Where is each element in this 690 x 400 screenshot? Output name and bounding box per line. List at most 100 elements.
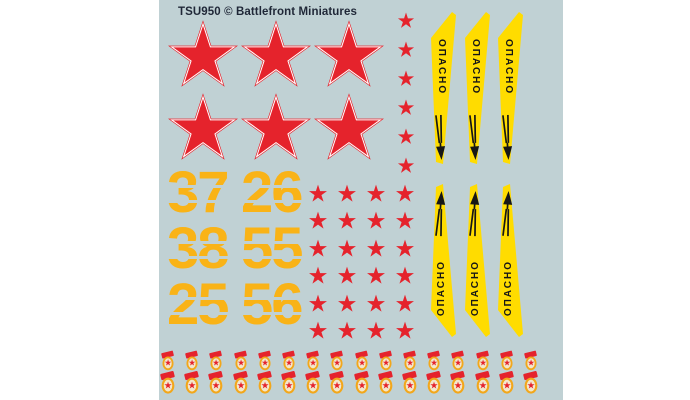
badge-star-icon: ★ (260, 379, 270, 390)
opasno-label: ОПАСНО (436, 39, 447, 96)
small-red-star-icon (308, 321, 328, 346)
guards-badge: ★ (233, 350, 247, 371)
sheet-title: TSU950 © Battlefront Miniatures (178, 6, 357, 18)
badge-wreath: ★ (331, 356, 343, 371)
guards-badge: ★ (160, 370, 176, 394)
badge-wreath: ★ (186, 356, 198, 371)
stencil-number: 37 (165, 164, 235, 222)
stencil-gap (239, 297, 309, 301)
small-red-star-icon (397, 99, 415, 122)
small-red-star-icon (308, 211, 328, 236)
badge-star-icon: ★ (478, 379, 487, 390)
badge-wreath: ★ (259, 356, 271, 371)
small-red-star-icon (308, 294, 328, 319)
guards-badge: ★ (402, 370, 418, 394)
small-red-star-icon (397, 128, 415, 151)
badge-star-icon: ★ (261, 357, 269, 368)
small-red-star-icon (395, 294, 415, 319)
guards-badge: ★ (403, 350, 417, 371)
badge-star-icon: ★ (164, 357, 172, 368)
guards-badge: ★ (426, 370, 442, 394)
small-red-star-icon (337, 294, 357, 319)
guards-badge: ★ (257, 350, 271, 371)
badge-wreath: ★ (210, 377, 223, 394)
large-red-star-icon (164, 18, 242, 101)
badge-wreath: ★ (162, 356, 174, 371)
badge-star-icon: ★ (454, 379, 463, 390)
badge-star-icon: ★ (188, 357, 196, 368)
badge-wreath: ★ (524, 377, 538, 394)
guards-badge: ★ (498, 370, 514, 394)
large-red-star-icon (237, 91, 315, 174)
badge-star-icon: ★ (163, 379, 173, 390)
badge-star-icon: ★ (527, 357, 535, 368)
danger-stripe-bottom: ОПАСНО (463, 184, 493, 340)
badge-star-icon: ★ (333, 379, 342, 390)
badge-star-icon: ★ (357, 357, 366, 368)
badge-wreath: ★ (428, 356, 440, 371)
guards-badge: ★ (377, 370, 393, 394)
small-red-star-icon (366, 321, 386, 346)
guards-badge: ★ (330, 350, 344, 371)
badge-star-icon: ★ (212, 357, 221, 368)
decal-sheet: TSU950 © Battlefront Miniatures 37 26 38 55… (159, 0, 563, 400)
opasno-label: ОПАСНО (436, 260, 447, 317)
badge-wreath: ★ (501, 356, 513, 371)
arrow-down-icon (469, 114, 480, 160)
opasno-label: ОПАСНО (503, 39, 514, 96)
stencil-gap (239, 241, 309, 245)
stencil-gap (165, 185, 235, 189)
opasno-label: ОПАСНО (503, 260, 514, 317)
stencil-gap (165, 255, 235, 259)
badge-wreath: ★ (452, 377, 465, 394)
small-red-star-icon (308, 184, 328, 209)
guards-badge: ★ (208, 370, 224, 394)
badge-wreath: ★ (427, 377, 441, 394)
small-red-star-icon (395, 321, 415, 346)
opasno-label: ОПАСНО (470, 39, 481, 96)
arrow-up-icon (502, 191, 513, 237)
arrow-up-icon (469, 191, 480, 237)
badge-star-icon: ★ (381, 379, 391, 390)
badge-wreath: ★ (403, 377, 417, 394)
small-red-star-icon (397, 70, 415, 93)
guards-badge: ★ (184, 370, 200, 394)
small-red-star-icon (337, 184, 357, 209)
guards-badge: ★ (306, 350, 320, 371)
small-red-star-icon (395, 184, 415, 209)
badge-wreath: ★ (525, 356, 537, 371)
guards-badge: ★ (161, 350, 175, 371)
small-red-star-icon (397, 12, 415, 35)
badge-star-icon: ★ (454, 357, 463, 368)
small-red-star-icon (366, 239, 386, 264)
badge-star-icon: ★ (309, 357, 317, 368)
guards-badge: ★ (185, 350, 199, 371)
guards-badge: ★ (523, 370, 539, 394)
small-red-star-icon (395, 211, 415, 236)
badge-wreath: ★ (161, 377, 175, 394)
badge-star-icon: ★ (405, 379, 415, 390)
guards-badge: ★ (427, 350, 441, 371)
badge-star-icon: ★ (382, 357, 390, 368)
guards-badge: ★ (499, 350, 513, 371)
stencil-gap (239, 255, 309, 259)
guards-badge: ★ (524, 350, 538, 371)
guards-badge: ★ (209, 350, 223, 371)
small-red-star-icon (308, 239, 328, 264)
badge-wreath: ★ (404, 356, 416, 371)
badge-star-icon: ★ (406, 357, 414, 368)
large-red-star-icon (310, 18, 388, 101)
badge-wreath: ★ (282, 377, 296, 394)
large-red-star-icon (237, 18, 315, 101)
badge-wreath: ★ (210, 356, 222, 371)
small-red-star-icon (308, 266, 328, 291)
badge-star-icon: ★ (478, 357, 487, 368)
stencil-gap (165, 241, 235, 245)
badge-wreath: ★ (500, 377, 514, 394)
badge-wreath: ★ (477, 356, 489, 371)
danger-stripe-top: ОПАСНО (463, 12, 493, 168)
arrow-down-icon (435, 114, 446, 160)
guards-badge: ★ (305, 370, 321, 394)
guards-badge: ★ (354, 350, 368, 371)
